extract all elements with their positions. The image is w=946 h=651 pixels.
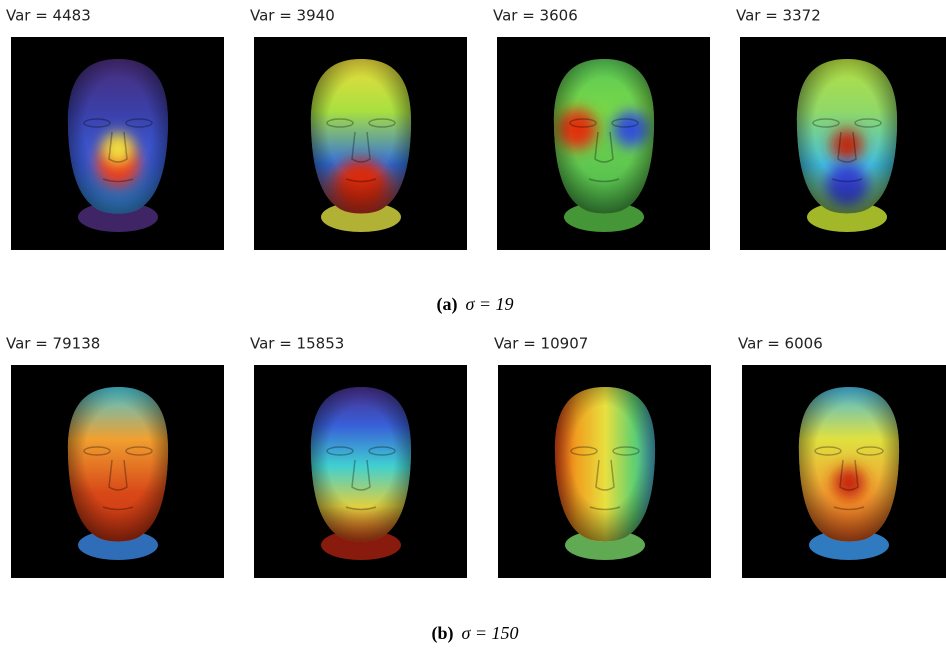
panel-label: Var = 4483 <box>6 7 91 25</box>
panel-label: Var = 3372 <box>736 7 821 25</box>
caption-tag: (a) <box>436 294 457 315</box>
panel-label: Var = 3940 <box>250 7 335 25</box>
panel-label: Var = 6006 <box>738 335 823 353</box>
face-image <box>254 37 467 250</box>
caption-text: σ = 19 <box>465 294 513 314</box>
face-image <box>497 37 710 250</box>
caption: (a) σ = 19 <box>436 294 513 315</box>
face-image <box>11 365 224 578</box>
panel-label: Var = 15853 <box>250 335 344 353</box>
face-image <box>11 37 224 250</box>
face-image <box>740 37 946 250</box>
panel-label: Var = 10907 <box>494 335 588 353</box>
panel-label: Var = 79138 <box>6 335 100 353</box>
face-image <box>254 365 467 578</box>
caption: (b) σ = 150 <box>431 623 518 644</box>
panel-label: Var = 3606 <box>493 7 578 25</box>
face-image <box>742 365 946 578</box>
face-image <box>498 365 711 578</box>
caption-text: σ = 150 <box>461 623 518 643</box>
caption-tag: (b) <box>431 623 453 644</box>
